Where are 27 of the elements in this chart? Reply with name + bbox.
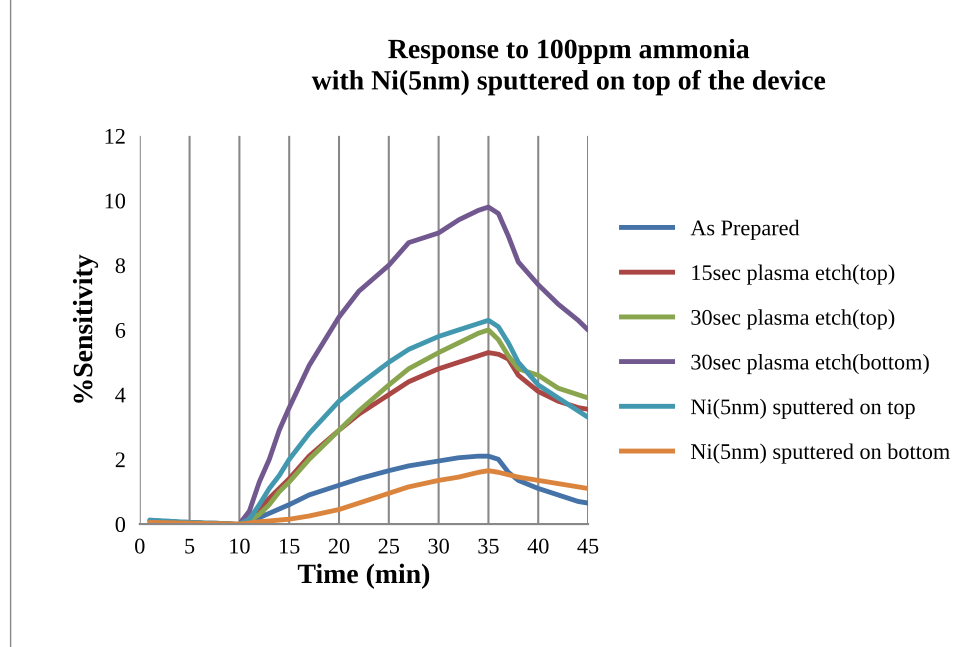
y-tick-label: 6 [116,322,126,338]
x-tick-label: 20 [328,538,350,554]
y-tick-label: 0 [116,517,126,532]
x-tick-label: 15 [280,538,300,554]
y-tick-label: 2 [116,452,125,468]
x-tick-label: 35 [478,538,499,554]
legend-label: 15sec plasma etch(top) [692,264,894,285]
x-tick-label: 45 [577,538,598,554]
legend-label: As Prepared [690,220,800,240]
line-series [147,468,588,524]
x-tick-label: 30 [428,538,449,554]
y-tick-label: 8 [116,258,126,274]
x-tick-label: 0 [135,538,144,554]
x-tick-label: 40 [528,538,548,554]
x-tick-label: 5 [185,538,194,554]
legend-label: Ni(5nm) sputtered on top [691,398,915,419]
y-tick-label: 10 [106,194,126,208]
x-tick-label: 10 [230,538,250,554]
y-tick-label: 12 [106,128,125,144]
y-axis-title: %Sensitivity [72,254,98,403]
legend-label: 30sec plasma etch(top) [691,309,894,330]
legend-label: 30sec plasma etch(bottom) [691,354,929,374]
chart-title: Response to 100ppm ammonia with Ni(5nm) sputtered on top of the device [312,38,826,96]
legend-label: Ni(5nm) sputtered on bottom [691,443,950,464]
y-tick-label: 4 [115,388,126,402]
x-axis-title: Time (min) [298,564,430,589]
x-tick-label: 25 [378,538,400,554]
